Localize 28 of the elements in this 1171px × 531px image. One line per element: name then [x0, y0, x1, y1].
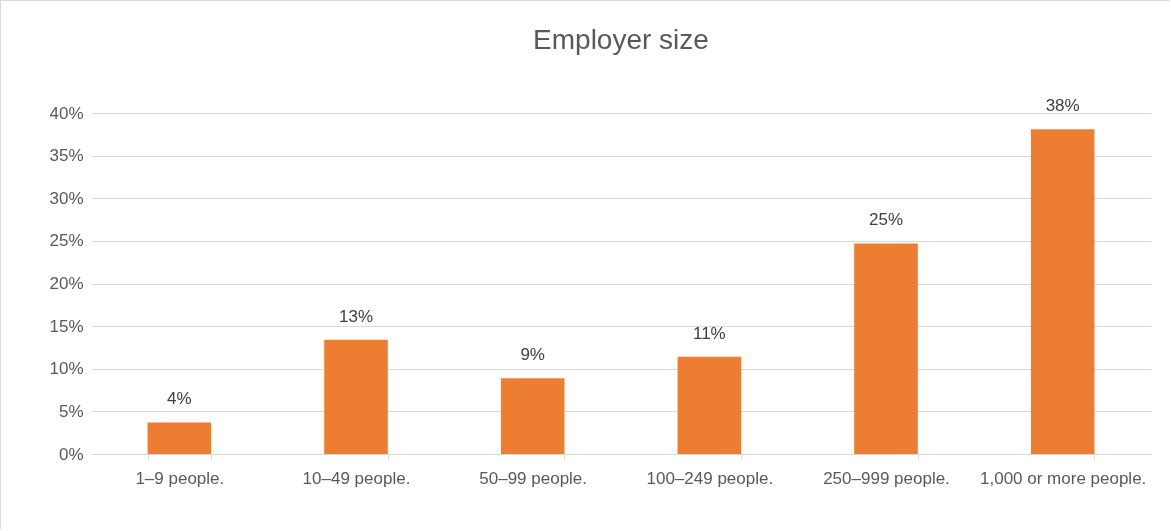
- y-tick-label: 35%: [49, 146, 84, 166]
- bar: [1030, 129, 1095, 454]
- chart-title: Employer size: [533, 24, 709, 56]
- y-tick-label: 30%: [49, 188, 84, 208]
- x-tick-label: 50–99 people.: [479, 468, 588, 488]
- y-tick-label: 10%: [49, 359, 84, 379]
- x-tick-label: 250–999 people.: [823, 468, 950, 488]
- y-tick-label: 0%: [58, 444, 84, 464]
- bar: [854, 243, 918, 454]
- x-tick-label: 100–249 people.: [646, 468, 774, 488]
- x-tick-label: 10–49 people.: [302, 468, 411, 488]
- bar: [147, 422, 212, 454]
- y-tick-label: 40%: [49, 103, 84, 123]
- y-tick-label: 20%: [49, 274, 84, 293]
- y-tick-label: 25%: [49, 231, 84, 251]
- bar: [677, 356, 742, 454]
- data-label: 11%: [692, 323, 726, 343]
- data-label: 9%: [520, 345, 545, 365]
- data-label: 25%: [868, 210, 904, 230]
- data-label: 38%: [1045, 96, 1080, 116]
- bar: [324, 339, 388, 454]
- x-tick-label: 1,000 or more people.: [979, 468, 1147, 488]
- y-tick-label: 5%: [58, 401, 84, 421]
- data-label: 13%: [338, 306, 374, 326]
- x-tick-label: 1–9 people.: [135, 468, 225, 488]
- data-label: 4%: [167, 389, 192, 409]
- bar: [500, 378, 565, 454]
- y-tick-label: 15%: [49, 316, 84, 336]
